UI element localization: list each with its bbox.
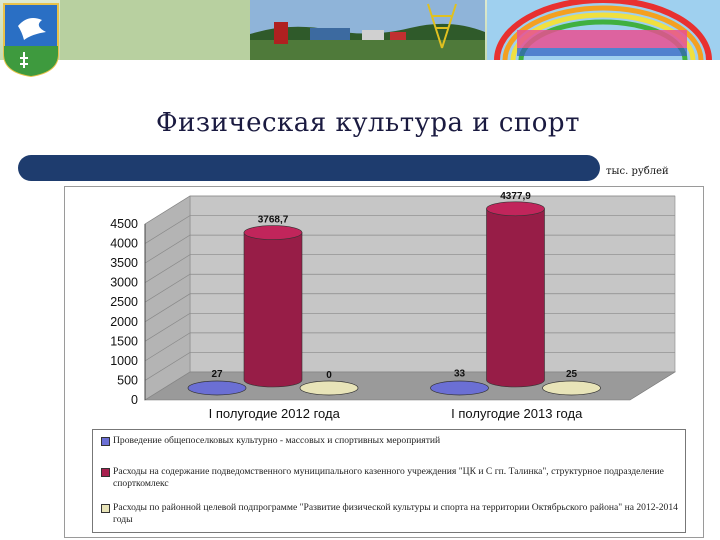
bar-top: [243, 225, 303, 240]
chart-legend: Проведение общепоселковых культурно - ма…: [92, 429, 686, 533]
bar-disc: [430, 380, 489, 396]
header-green-strip: [60, 0, 250, 60]
data-label: 3768,7: [258, 215, 289, 226]
bar-disc: [299, 380, 359, 396]
gridline: [144, 195, 675, 225]
y-tick-label: 0: [131, 393, 138, 407]
bar-disc: [542, 380, 601, 396]
y-tick-label: 4500: [110, 217, 138, 231]
legend-label: Расходы по районной целевой подпрограмме…: [113, 502, 678, 525]
y-tick-label: 500: [117, 373, 138, 387]
y-tick-label: 1000: [110, 354, 138, 368]
title-underline-bar: [18, 155, 600, 181]
y-tick-label: 3500: [110, 256, 138, 270]
unit-label: тыс. рублей: [606, 166, 669, 177]
page-title: Физическая культура и спорт: [156, 108, 580, 138]
y-tick-label: 3000: [110, 276, 138, 290]
town-banner-image: [487, 0, 720, 60]
coat-of-arms-icon: [3, 3, 59, 78]
legend-label: Расходы на содержание подведомственного …: [113, 466, 664, 489]
y-tick-label: 2000: [110, 315, 138, 329]
legend-swatch: [101, 437, 110, 446]
x-tick-label: I полугодие 2012 года: [209, 406, 341, 421]
oil-field-photo: [250, 0, 485, 60]
data-label: 25: [566, 369, 578, 380]
bar-disc: [187, 380, 247, 396]
y-tick-label: 1500: [110, 334, 138, 348]
data-label: 4377,9: [500, 191, 531, 202]
legend-label: Проведение общепоселковых культурно - ма…: [113, 435, 441, 446]
bar-body: [486, 208, 545, 388]
x-tick-label: I полугодие 2013 года: [451, 406, 583, 421]
y-tick-label: 4000: [110, 237, 138, 251]
y-tick-label: 2500: [110, 295, 138, 309]
legend-swatch: [101, 468, 110, 477]
bar-body: [243, 232, 303, 388]
bar-top: [486, 201, 545, 217]
legend-swatch: [101, 504, 110, 513]
data-label: 33: [454, 369, 466, 380]
data-label: 0: [326, 370, 332, 381]
data-label: 27: [211, 369, 223, 380]
